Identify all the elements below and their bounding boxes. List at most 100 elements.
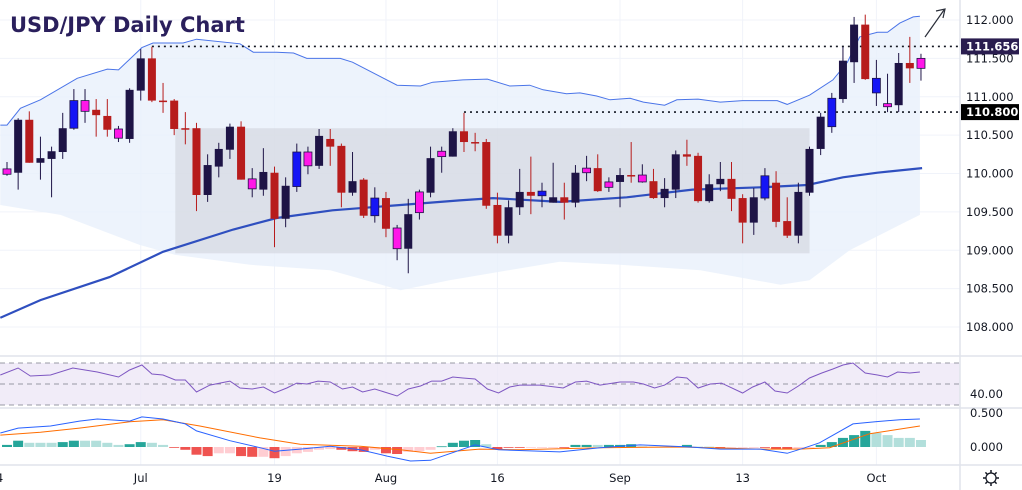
candle-body xyxy=(259,171,268,190)
candle xyxy=(560,182,569,220)
macd-histogram-bar xyxy=(425,447,436,450)
candle xyxy=(337,143,346,208)
candle xyxy=(225,123,234,159)
macd-histogram-bar xyxy=(782,447,793,450)
time-tick-label: 13 xyxy=(735,471,750,485)
macd-histogram-bar xyxy=(258,447,269,457)
candle-body xyxy=(593,168,602,192)
candle-body xyxy=(805,148,814,193)
candle xyxy=(637,164,647,183)
macd-histogram-bar xyxy=(414,447,425,452)
macd-histogram-bar xyxy=(726,447,737,448)
macd-histogram-bar xyxy=(715,447,726,448)
candle xyxy=(303,146,313,175)
candle xyxy=(247,168,257,198)
candle xyxy=(705,174,714,203)
macd-histogram-bar xyxy=(915,440,926,447)
macd-histogram-bar xyxy=(91,440,102,447)
candle xyxy=(504,200,513,244)
candle-body xyxy=(571,172,580,203)
candle xyxy=(660,178,669,208)
macd-histogram-bar xyxy=(180,447,191,450)
macd-histogram-bar xyxy=(325,447,336,450)
macd-histogram-bar xyxy=(548,447,559,448)
candle xyxy=(103,99,112,137)
price-axis[interactable]: 112.000 111.500 111.000 110.500 110.000 109.5… xyxy=(961,13,1019,454)
macd-histogram-bar xyxy=(158,444,169,447)
candle xyxy=(315,128,324,169)
candle xyxy=(783,197,792,238)
candle xyxy=(47,146,56,198)
candle-body xyxy=(705,184,714,202)
candle xyxy=(214,142,223,178)
candle xyxy=(415,189,424,220)
candle-body xyxy=(147,58,156,101)
price-tick-label: 110.000 xyxy=(966,167,1014,181)
macd-histogram-bar xyxy=(57,442,68,447)
gear-icon[interactable] xyxy=(983,470,999,486)
candle-body xyxy=(459,131,468,143)
candle-body xyxy=(370,197,380,217)
candle-body xyxy=(582,167,591,174)
macd-signal-line xyxy=(0,419,920,454)
candle xyxy=(237,121,246,180)
time-tick-label: 4 xyxy=(0,471,3,485)
candle-body xyxy=(315,135,324,166)
time-axis[interactable]: 4 Jul 19 Aug 16 Sep 13 Oct xyxy=(0,471,887,485)
candle-body xyxy=(237,126,246,180)
macd-histogram-bar xyxy=(525,447,536,448)
candle xyxy=(147,46,156,103)
candle xyxy=(716,161,725,192)
price-tick-label: 109.000 xyxy=(966,243,1014,257)
candle xyxy=(36,136,45,180)
macd-histogram-bar xyxy=(146,442,157,447)
candle xyxy=(827,92,837,133)
macd-histogram-bar xyxy=(358,447,369,452)
macd-histogram-bar xyxy=(559,447,570,448)
candle-body xyxy=(772,182,781,222)
candle-body xyxy=(671,154,680,190)
candle-body xyxy=(181,128,190,130)
candle-body xyxy=(526,191,535,196)
candle-body xyxy=(125,89,134,139)
candle-body xyxy=(159,100,168,103)
macd-histogram-bar xyxy=(748,447,759,448)
macd-tick-label: 0.500 xyxy=(970,406,1003,420)
macd-histogram-bar xyxy=(771,447,782,450)
macd-histogram-bar xyxy=(592,444,603,447)
range-box xyxy=(175,128,810,254)
candle xyxy=(448,128,457,157)
candle-body xyxy=(292,151,302,187)
candle xyxy=(404,198,413,274)
candle-body xyxy=(426,158,435,193)
candle xyxy=(727,161,736,212)
candle xyxy=(370,187,380,223)
macd-histogram-bar xyxy=(603,444,614,447)
candle xyxy=(916,53,926,81)
candle-body xyxy=(883,103,892,108)
candle xyxy=(459,112,468,153)
candle-body xyxy=(337,145,346,193)
candle-body xyxy=(348,181,357,193)
candle xyxy=(871,59,881,106)
macd-histogram-bar xyxy=(24,442,35,447)
candle xyxy=(270,166,279,248)
candle-body xyxy=(660,188,669,199)
candles xyxy=(2,14,926,274)
time-tick-label: 19 xyxy=(267,471,282,485)
candle-body xyxy=(381,198,390,229)
price-tag-label: 110.800 xyxy=(966,105,1018,119)
candle xyxy=(348,152,357,196)
candle xyxy=(437,146,447,173)
candle xyxy=(326,128,335,166)
macd-histogram-bar xyxy=(247,447,258,457)
candle-body xyxy=(894,62,903,106)
macd-histogram-bar xyxy=(46,442,57,447)
macd-histogram-bar xyxy=(380,447,391,454)
candle xyxy=(883,73,892,113)
macd-histogram-bar xyxy=(102,442,113,447)
macd-histogram-bar xyxy=(13,440,24,447)
candle xyxy=(114,125,123,143)
